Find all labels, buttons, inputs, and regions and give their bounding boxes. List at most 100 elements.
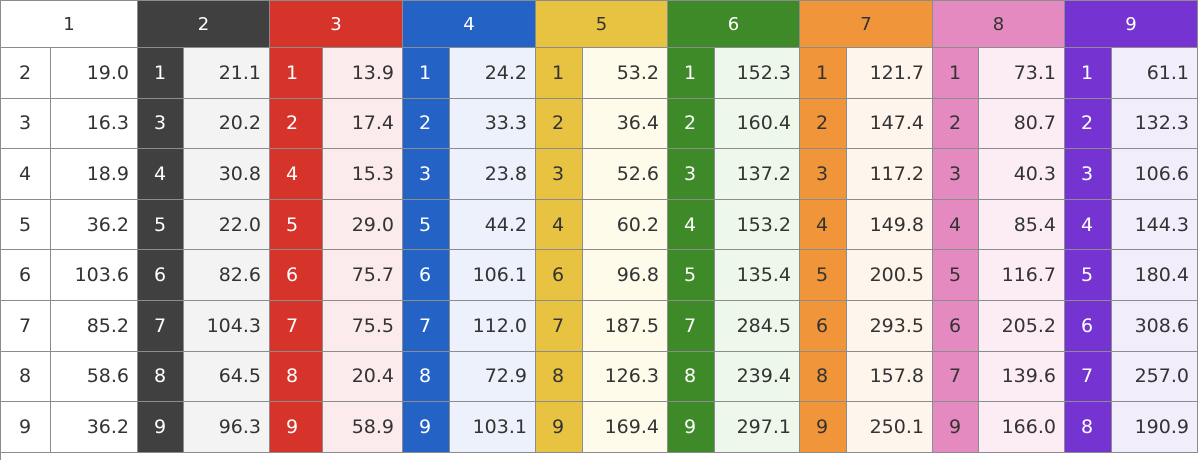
row-key-cell: 8 [269, 350, 323, 403]
value-cell: 22.0 [183, 198, 270, 251]
table-row: 9 36.2 9 96.3 9 58.9 9 103.1 9 169.4 9 297.1 9 250.1 9… [0, 401, 1198, 453]
value-cell: 58.9 [322, 401, 403, 453]
value-cell: 112.0 [449, 299, 536, 352]
value-cell: 23.8 [449, 148, 536, 200]
value-cell: 160.4 [714, 97, 800, 150]
value-cell: 187.5 [582, 299, 668, 352]
value-cell: 30.8 [183, 148, 270, 200]
column-header: 9 [1064, 0, 1198, 48]
row-key-cell: 7 [0, 299, 51, 352]
value-cell: 96.8 [582, 249, 668, 301]
row-key-cell: 8 [0, 350, 51, 403]
row-key-cell: 1 [402, 47, 450, 99]
row-key-cell: 6 [137, 249, 184, 301]
row-key-cell: 6 [799, 299, 847, 352]
row-key-cell: 2 [799, 97, 847, 150]
row-key-cell: 6 [535, 249, 583, 301]
row-key-cell: 9 [932, 401, 979, 453]
row-key-cell: 9 [535, 401, 583, 453]
value-cell: 36.2 [50, 198, 138, 251]
row-key-cell: 3 [932, 148, 979, 200]
value-cell: 85.2 [50, 299, 138, 352]
value-cell: 200.5 [846, 249, 933, 301]
row-key-cell: 3 [535, 148, 583, 200]
value-cell: 75.5 [322, 299, 403, 352]
value-cell: 106.1 [449, 249, 536, 301]
header-row: 1 2 3 4 5 6 7 8 9 [0, 0, 1198, 48]
value-cell: 58.6 [50, 350, 138, 403]
row-key-cell: 9 [667, 401, 715, 453]
row-key-cell: 5 [799, 249, 847, 301]
row-key-cell: 8 [402, 350, 450, 403]
footer-cell [137, 451, 1198, 460]
value-cell: 135.4 [714, 249, 800, 301]
value-cell: 44.2 [449, 198, 536, 251]
table-row: 2 19.0 1 21.1 1 13.9 1 24.2 1 53.2 1 152.3 1 121.7 1 73… [0, 47, 1198, 99]
row-key-cell: 4 [269, 148, 323, 200]
value-cell: 29.0 [322, 198, 403, 251]
row-key-cell: 2 [535, 97, 583, 150]
row-key-cell: 5 [932, 249, 979, 301]
value-cell: 17.4 [322, 97, 403, 150]
value-cell: 147.4 [846, 97, 933, 150]
value-cell: 239.4 [714, 350, 800, 403]
value-cell: 152.3 [714, 47, 800, 99]
value-cell: 103.6 [50, 249, 138, 301]
value-cell: 153.2 [714, 198, 800, 251]
value-cell: 64.5 [183, 350, 270, 403]
value-cell: 250.1 [846, 401, 933, 453]
table-row: 5 36.2 5 22.0 5 29.0 5 44.2 4 60.2 4 153.2 4 149.8 4 85… [0, 198, 1198, 251]
value-cell: 103.1 [449, 401, 536, 453]
row-key-cell: 4 [535, 198, 583, 251]
value-cell: 106.6 [1111, 148, 1198, 200]
column-header: 6 [667, 0, 800, 48]
value-cell: 80.7 [978, 97, 1065, 150]
value-cell: 257.0 [1111, 350, 1198, 403]
value-cell: 13.9 [322, 47, 403, 99]
table-body: 2 19.0 1 21.1 1 13.9 1 24.2 1 53.2 1 152.3 1 121.7 1 73… [0, 47, 1198, 460]
value-cell: 139.6 [978, 350, 1065, 403]
value-cell: 132.3 [1111, 97, 1198, 150]
column-header: 8 [932, 0, 1065, 48]
row-key-cell: 6 [1064, 299, 1112, 352]
row-key-cell: 1 [535, 47, 583, 99]
value-cell: 144.3 [1111, 198, 1198, 251]
column-header: 5 [535, 0, 668, 48]
value-cell: 18.9 [50, 148, 138, 200]
row-key-cell: 5 [1064, 249, 1112, 301]
value-cell: 137.2 [714, 148, 800, 200]
table-row: 6 103.6 6 82.6 6 75.7 6 106.1 6 96.8 5 135.4 5 200.5 5… [0, 249, 1198, 301]
value-cell: 96.3 [183, 401, 270, 453]
value-cell: 52.6 [582, 148, 668, 200]
row-key-cell: 6 [932, 299, 979, 352]
row-key-cell: 5 [269, 198, 323, 251]
value-cell: 117.2 [846, 148, 933, 200]
table-row: 8 58.6 8 64.5 8 20.4 8 72.9 8 126.3 8 239.4 8 157.8 7 1… [0, 350, 1198, 403]
value-cell: 169.4 [582, 401, 668, 453]
row-key-cell: 2 [1064, 97, 1112, 150]
value-cell: 16.3 [50, 97, 138, 150]
value-cell: 40.3 [978, 148, 1065, 200]
row-key-cell: 6 [402, 249, 450, 301]
table-row: 4 18.9 4 30.8 4 15.3 3 23.8 3 52.6 3 137.2 3 117.2 3 40… [0, 148, 1198, 200]
value-cell: 61.1 [1111, 47, 1198, 99]
row-key-cell: 9 [0, 401, 51, 453]
row-key-cell: 5 [667, 249, 715, 301]
row-key-cell: 3 [1064, 148, 1112, 200]
value-cell: 20.4 [322, 350, 403, 403]
row-key-cell: 6 [269, 249, 323, 301]
value-cell: 85.4 [978, 198, 1065, 251]
row-key-cell: 4 [137, 148, 184, 200]
value-cell: 24.2 [449, 47, 536, 99]
value-cell: 73.1 [978, 47, 1065, 99]
row-key-cell: 4 [799, 198, 847, 251]
row-key-cell: 8 [1064, 401, 1112, 453]
row-key-cell: 4 [0, 148, 51, 200]
row-key-cell: 2 [667, 97, 715, 150]
row-key-cell: 5 [137, 198, 184, 251]
row-key-cell: 1 [667, 47, 715, 99]
value-cell: 190.9 [1111, 401, 1198, 453]
row-key-cell: 2 [0, 47, 51, 99]
footer-cell [0, 451, 138, 460]
table-row: 7 85.2 7 104.3 7 75.5 7 112.0 7 187.5 7 284.5 6 293.5… [0, 299, 1198, 352]
